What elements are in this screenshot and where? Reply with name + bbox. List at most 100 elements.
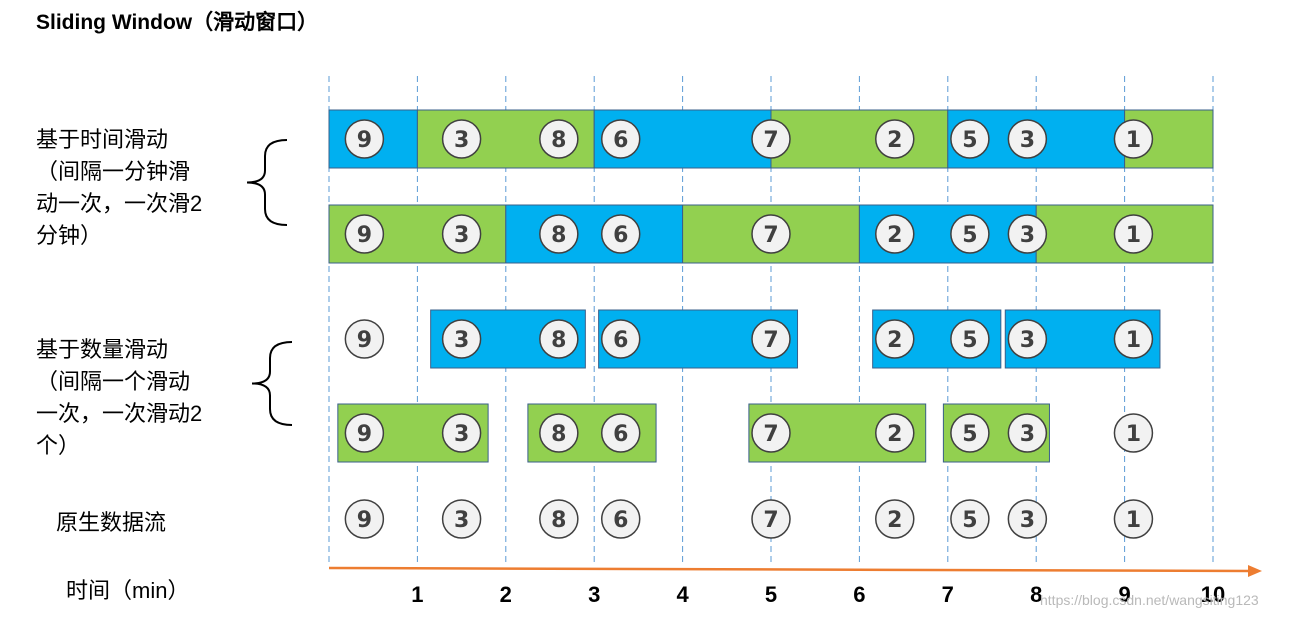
event-value: 1 (1126, 223, 1141, 248)
event-value: 1 (1126, 128, 1141, 153)
event-circle (950, 214, 990, 254)
event-value: 9 (357, 508, 372, 533)
event-value: 5 (962, 223, 977, 248)
event-value: 8 (551, 508, 566, 533)
time-tick-label: 5 (765, 582, 777, 607)
event-value: 3 (1020, 422, 1035, 447)
event-circle (539, 499, 579, 539)
event-circle (441, 319, 482, 359)
event-value: 5 (962, 328, 977, 353)
event-value: 3 (454, 328, 469, 353)
event-circle (751, 319, 791, 359)
event-circle (1007, 499, 1048, 539)
event-value: 7 (763, 328, 778, 353)
event-circle (950, 413, 990, 453)
event-value: 1 (1126, 508, 1141, 533)
event-circle (344, 319, 385, 359)
event-value: 9 (357, 223, 372, 248)
event-circle (950, 319, 990, 359)
event-circle (539, 214, 579, 254)
event-value: 3 (454, 223, 469, 248)
event-circle (1007, 413, 1048, 453)
time-axis-label: 时间（min） (66, 578, 190, 603)
time-group-brace (246, 139, 288, 226)
time-tick-label: 7 (942, 582, 954, 607)
event-value: 1 (1126, 422, 1141, 447)
event-value: 8 (551, 128, 566, 153)
time-window-row-2-window (505, 204, 684, 264)
time-tick-label: 1 (411, 582, 423, 607)
event-circle (1113, 319, 1154, 359)
event-circle (441, 214, 482, 254)
event-circle (344, 214, 385, 254)
event-circle (600, 119, 641, 159)
event-circle (344, 499, 385, 539)
event-circle (1007, 319, 1048, 359)
event-circle (1113, 119, 1154, 159)
event-value: 6 (613, 508, 628, 533)
event-circle (441, 413, 482, 453)
event-value: 2 (887, 422, 902, 447)
event-circle (1113, 499, 1154, 539)
event-value: 6 (613, 223, 628, 248)
event-circle (751, 499, 791, 539)
time-tick-label: 10 (1201, 582, 1225, 607)
event-value: 5 (962, 508, 977, 533)
event-value: 2 (887, 328, 902, 353)
event-circle (751, 413, 791, 453)
time-tick-label: 2 (500, 582, 512, 607)
event-circle (600, 413, 641, 453)
event-value: 3 (1020, 508, 1035, 533)
event-circle (539, 119, 579, 159)
event-value: 7 (763, 508, 778, 533)
raw-stream-label: 原生数据流 (56, 510, 167, 535)
event-circle (539, 413, 579, 453)
event-value: 9 (357, 422, 372, 447)
event-circle (875, 214, 915, 254)
event-value: 3 (454, 422, 469, 447)
watermark: https://blog.csdn.net/wangsiting123 (1040, 592, 1259, 608)
event-value: 3 (1020, 328, 1035, 353)
event-circle (600, 319, 641, 359)
event-value: 8 (551, 223, 566, 248)
event-circle (1113, 214, 1154, 254)
time-window-label: 基于时间滑动 （间隔一分钟滑 动一次，一次滑2 分钟） (36, 127, 203, 248)
time-tick-label: 6 (853, 582, 865, 607)
time-axis-arrowhead (1248, 565, 1262, 577)
event-value: 3 (454, 508, 469, 533)
event-value: 8 (551, 328, 566, 353)
event-circle (344, 119, 385, 159)
event-value: 5 (962, 422, 977, 447)
event-value: 9 (357, 328, 372, 353)
event-circle (875, 499, 915, 539)
event-value: 2 (887, 508, 902, 533)
event-circle (539, 319, 579, 359)
event-value: 3 (1020, 223, 1035, 248)
event-circle (875, 319, 915, 359)
event-value: 7 (763, 422, 778, 447)
event-circle (1113, 413, 1154, 453)
event-circle (950, 499, 990, 539)
event-circle (1007, 214, 1048, 254)
time-axis-line (328, 566, 1251, 573)
event-value: 6 (613, 422, 628, 447)
event-value: 7 (763, 223, 778, 248)
event-circle (751, 119, 791, 159)
event-value: 2 (887, 128, 902, 153)
event-circle (600, 499, 641, 539)
event-circle (875, 413, 915, 453)
event-value: 6 (613, 128, 628, 153)
event-circle (950, 119, 990, 159)
event-circle (441, 499, 482, 539)
count-group-brace (251, 341, 293, 426)
event-circle (875, 119, 915, 159)
event-value: 8 (551, 422, 566, 447)
event-circle (344, 413, 385, 453)
time-window-row-1-window (770, 109, 949, 169)
time-tick-label: 4 (676, 582, 689, 607)
event-circle (751, 214, 791, 254)
event-value: 5 (962, 128, 977, 153)
event-value: 3 (454, 128, 469, 153)
event-value: 7 (763, 128, 778, 153)
